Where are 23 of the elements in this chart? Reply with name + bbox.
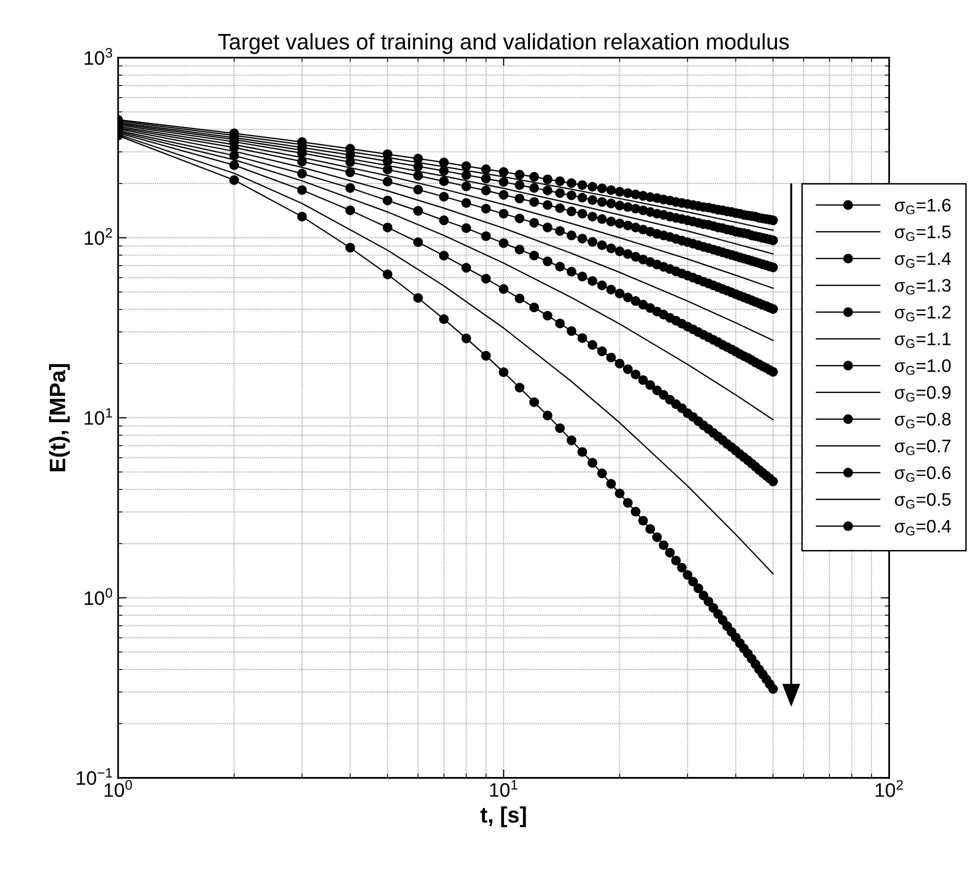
legend-label: σ$_{G}$=0.9 bbox=[894, 386, 951, 402]
legend-label: σ$_{G}$=1.0 bbox=[894, 359, 951, 375]
x-tick-label: 10$^{2}$ bbox=[876, 780, 903, 797]
legend-label: σ$_{G}$=1.4 bbox=[894, 252, 951, 268]
legend-label: σ$_{G}$=0.8 bbox=[894, 412, 951, 428]
y-tick-label: 10$^{1}$ bbox=[84, 408, 112, 425]
x-tick-label: 10$^{0}$ bbox=[104, 780, 132, 797]
legend-label: σ$_{G}$=0.6 bbox=[894, 466, 951, 482]
legend-label: σ$_{G}$=1.3 bbox=[894, 279, 951, 295]
legend-label: σ$_{G}$=0.7 bbox=[894, 440, 950, 456]
legend-label: σ$_{G}$=0.5 bbox=[894, 493, 951, 509]
legend-label: σ$_{G}$=1.1 bbox=[894, 332, 951, 348]
legend-label: σ$_{G}$=1.5 bbox=[894, 226, 951, 242]
chart-title: Target values of training and validation relaxation modulus bbox=[218, 33, 789, 54]
x-axis-title: t, [s] bbox=[480, 806, 526, 828]
y-tick-label: 10$^{0}$ bbox=[84, 588, 112, 606]
y-axis-title: E(t), [MPa] bbox=[49, 364, 70, 472]
y-tick-label: 10$^{3}$ bbox=[84, 48, 112, 65]
legend-label: σ$_{G}$=1.6 bbox=[894, 198, 951, 214]
legend-label: σ$_{G}$=0.4 bbox=[894, 520, 951, 536]
y-tick-label: 10$^{2}$ bbox=[84, 228, 112, 245]
x-tick-label: 10$^{1}$ bbox=[490, 780, 518, 797]
legend-label: σ$_{G}$=1.2 bbox=[894, 306, 950, 322]
